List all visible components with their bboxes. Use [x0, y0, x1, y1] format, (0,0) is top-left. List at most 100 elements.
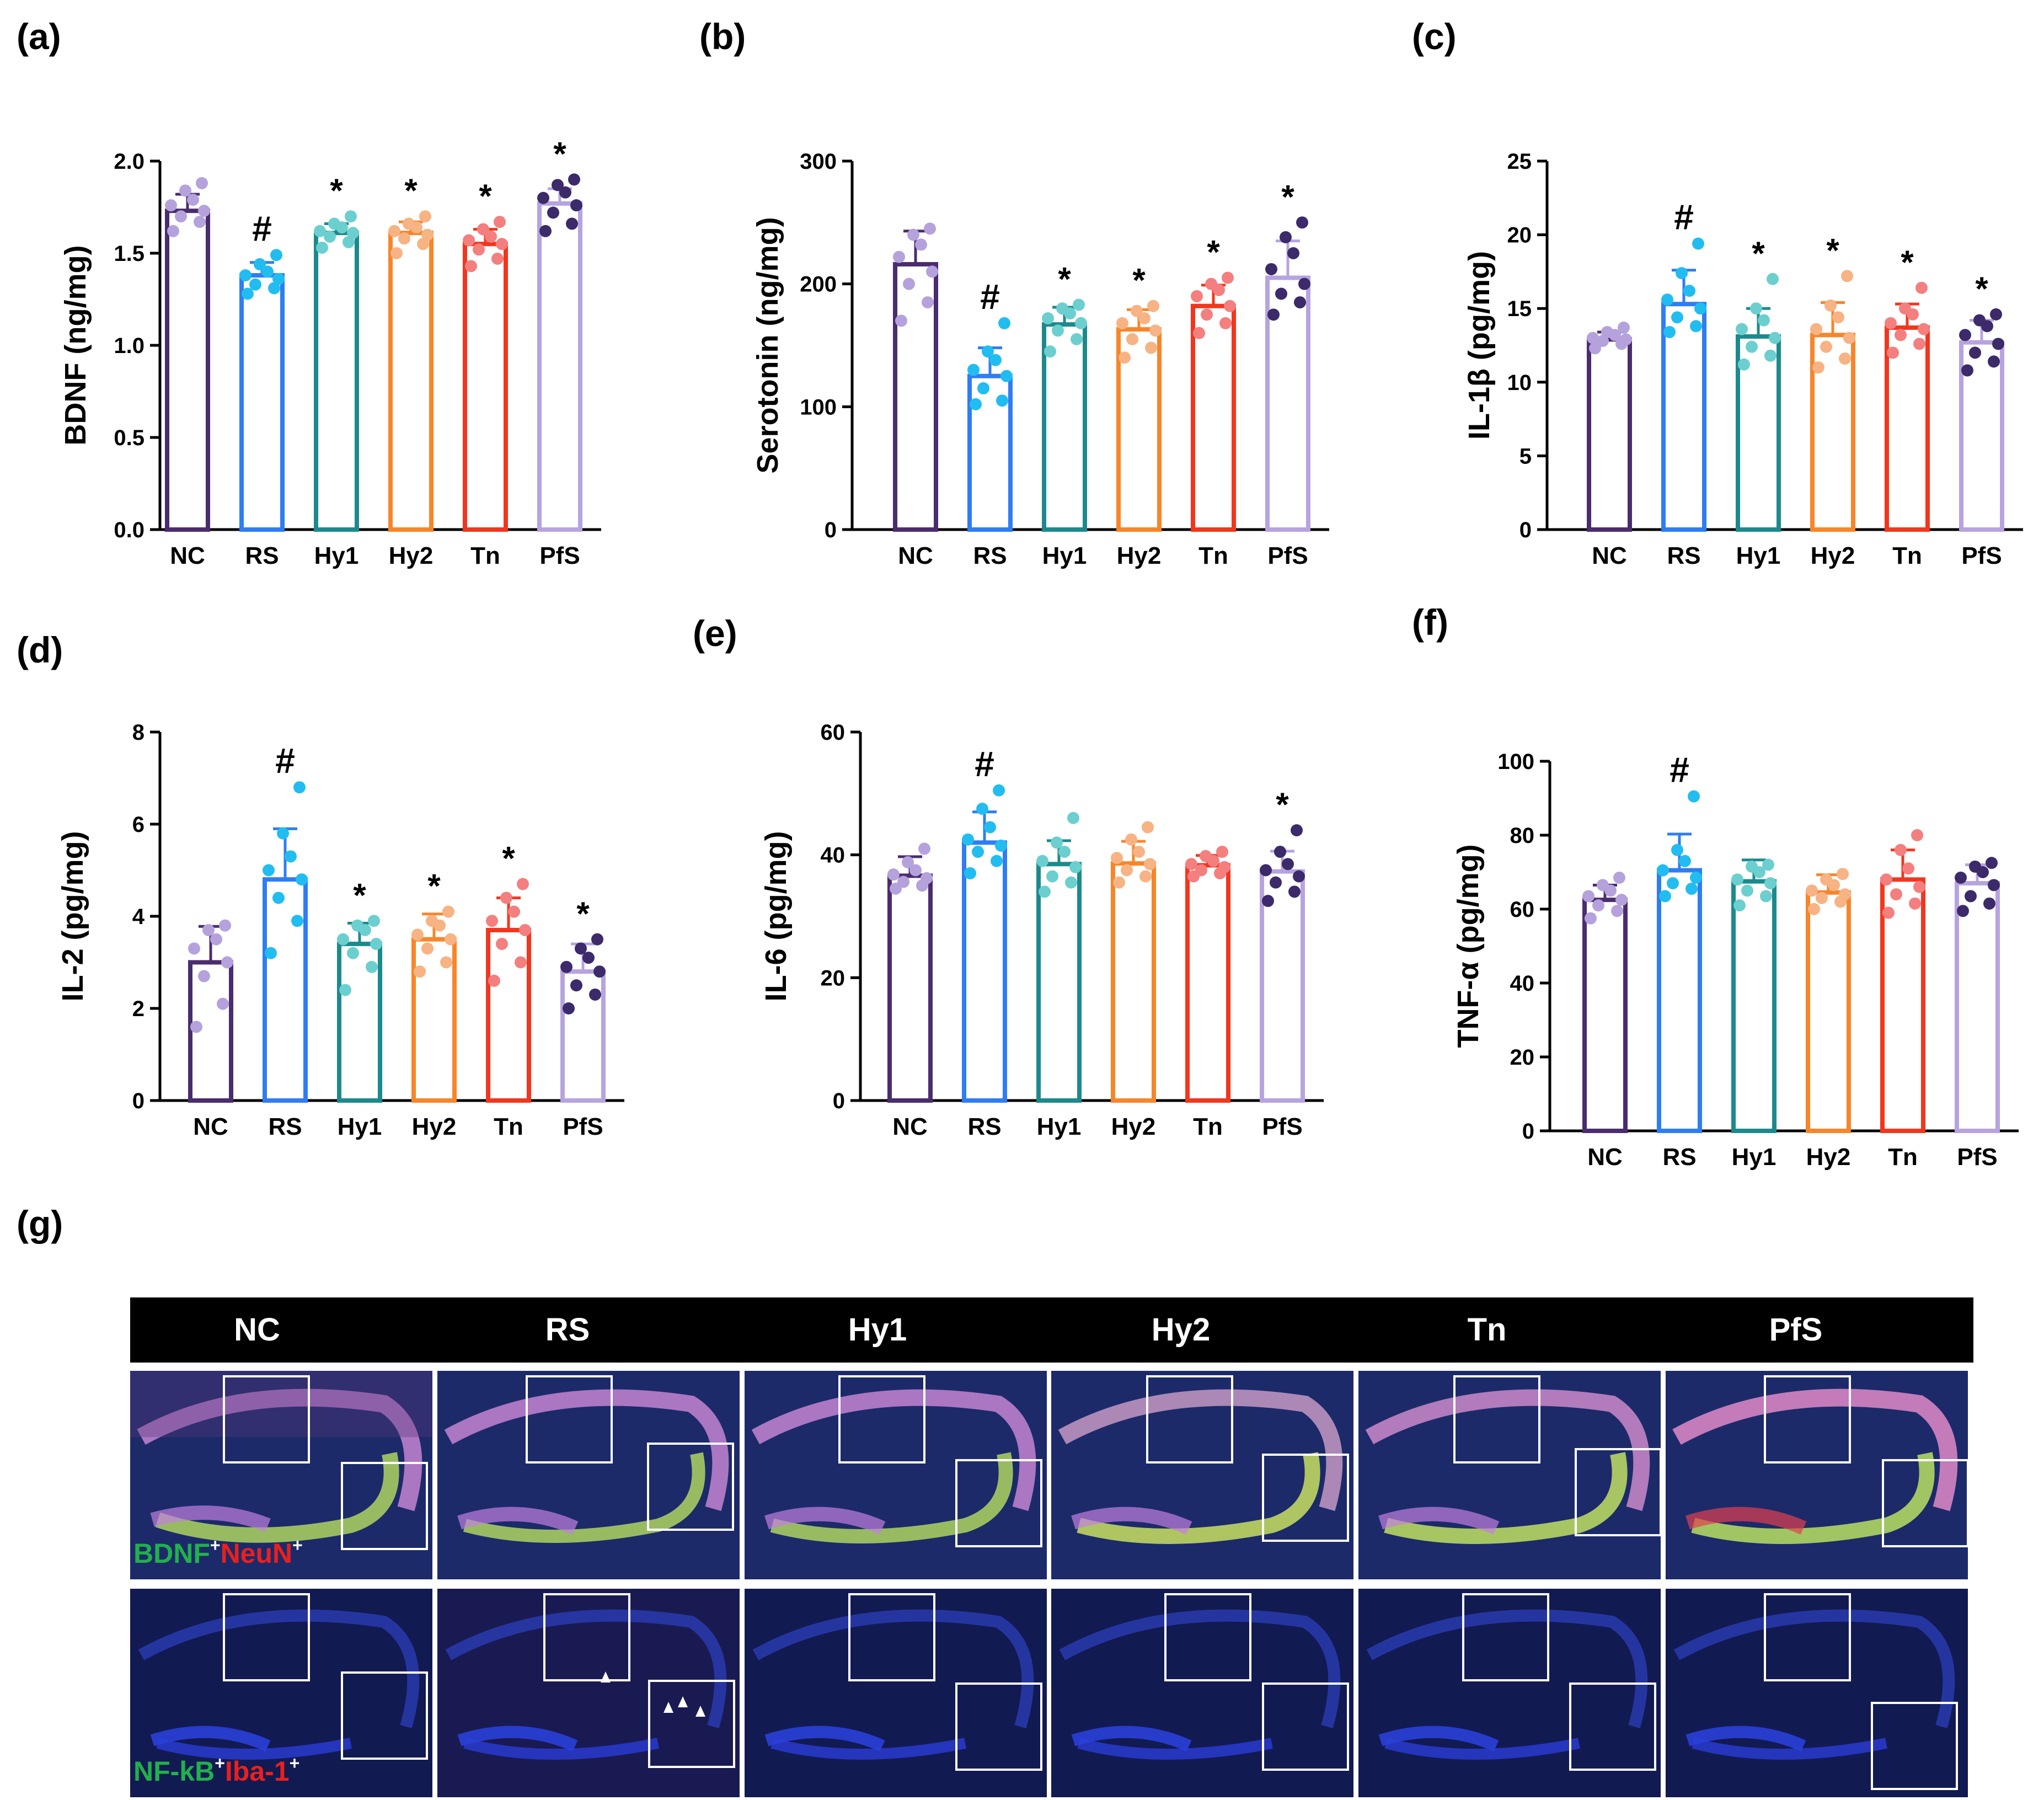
data-point	[1746, 340, 1758, 353]
significance-mark: #	[252, 209, 272, 248]
data-point	[591, 933, 603, 946]
panel-label-d: (d)	[17, 629, 63, 670]
micrograph-image	[130, 1589, 432, 1797]
data-point	[1280, 231, 1292, 244]
y-tick-label: 0	[1519, 518, 1532, 542]
data-point	[179, 184, 191, 197]
data-point	[1895, 843, 1907, 856]
data-point	[1589, 342, 1601, 355]
data-point	[1690, 320, 1702, 333]
x-tick-label: Tn	[470, 542, 500, 569]
data-point	[314, 225, 326, 237]
data-point	[1750, 302, 1762, 315]
significance-mark: *	[1975, 270, 1988, 307]
y-tick-label: 20	[821, 966, 846, 990]
data-point	[1841, 270, 1853, 282]
data-point	[1988, 355, 2000, 368]
significance-mark: *	[1276, 786, 1289, 823]
micrograph-bdnf-tn	[1358, 1371, 1661, 1579]
bar-hy1	[1731, 879, 1777, 1133]
data-point	[989, 354, 1002, 366]
data-point	[517, 878, 529, 890]
data-point	[552, 179, 564, 191]
significance-mark: *	[479, 178, 492, 215]
data-point	[897, 875, 909, 888]
y-tick-label: 6	[132, 813, 145, 837]
significance-mark: *	[1752, 235, 1765, 272]
data-point	[993, 784, 1005, 797]
bar-tn	[1191, 303, 1236, 532]
data-point	[477, 223, 489, 236]
y-tick-label: 100	[1497, 750, 1534, 774]
y-tick-label: 1.0	[114, 334, 145, 358]
y-tick-label: 1.5	[114, 242, 145, 266]
y-tick-label: 200	[800, 273, 837, 297]
data-point	[1808, 903, 1820, 915]
data-point	[417, 238, 429, 250]
data-point	[1820, 873, 1832, 886]
x-tick-label: NC	[170, 542, 205, 569]
micrograph-image	[1358, 1371, 1661, 1579]
data-point	[559, 186, 571, 199]
data-point	[190, 1021, 202, 1033]
y-tick-label: 40	[821, 843, 846, 868]
x-tick-label: RS	[1667, 542, 1700, 569]
data-point	[998, 317, 1010, 329]
data-point	[368, 915, 380, 927]
y-tick-label: 40	[1510, 971, 1535, 996]
data-point	[1282, 858, 1294, 870]
data-point	[270, 249, 282, 261]
micrograph-image	[437, 1371, 740, 1579]
x-tick-label: Hy2	[1806, 1144, 1851, 1171]
data-point	[1746, 860, 1758, 873]
y-tick-label: 0	[1522, 1119, 1534, 1144]
data-point	[343, 236, 355, 248]
data-point	[1046, 870, 1058, 883]
bar-nc	[887, 873, 933, 1103]
x-tick-label: PfS	[1957, 1144, 1997, 1171]
data-point	[1044, 345, 1056, 358]
bar-rs	[1657, 868, 1702, 1134]
bar-nc	[1582, 898, 1628, 1133]
data-point	[1615, 894, 1628, 906]
data-point	[566, 217, 578, 230]
data-point	[1144, 858, 1156, 870]
data-point	[1992, 338, 2004, 350]
data-point	[1585, 912, 1597, 925]
data-point	[922, 296, 934, 309]
data-point	[1671, 311, 1683, 324]
data-point	[1965, 890, 1977, 902]
data-point	[426, 915, 438, 927]
data-point	[921, 872, 933, 884]
micrograph-header-band: NC RS Hy1 Hy2 Tn PfS	[130, 1297, 1973, 1363]
data-point	[500, 891, 512, 904]
micrograph-bdnf-nc: BDNF+NeuN+	[130, 1371, 432, 1579]
data-point	[277, 827, 289, 840]
data-point	[1657, 864, 1669, 877]
stain-label-nfkb-iba1: NF-kB+Iba-1+	[133, 1753, 300, 1787]
micrograph-image	[130, 1371, 432, 1579]
x-tick-label: Tn	[494, 1113, 523, 1140]
x-tick-label: PfS	[539, 542, 580, 569]
x-tick-label: Tn	[1892, 542, 1922, 569]
data-point	[1618, 321, 1630, 334]
data-point	[1056, 302, 1068, 315]
data-point	[254, 258, 266, 271]
data-point	[1736, 323, 1748, 335]
data-point	[316, 241, 328, 254]
x-tick-label: PfS	[1961, 542, 2002, 569]
bar-rs	[1661, 302, 1706, 532]
data-point	[582, 952, 595, 964]
micrograph-nfkb-pfs	[1666, 1589, 1968, 1797]
bar-pfs	[560, 969, 606, 1103]
data-point	[1065, 876, 1077, 889]
data-point	[1149, 324, 1162, 337]
micrograph-header-rs: RS	[545, 1312, 590, 1348]
y-tick-label: 15	[1507, 297, 1532, 321]
data-point	[1915, 281, 1928, 294]
x-tick-label: Hy1	[1732, 1144, 1777, 1171]
data-point	[1812, 361, 1824, 374]
data-point	[337, 933, 349, 946]
data-point	[1069, 861, 1082, 873]
micrograph-nfkb-hy2	[1051, 1589, 1353, 1797]
